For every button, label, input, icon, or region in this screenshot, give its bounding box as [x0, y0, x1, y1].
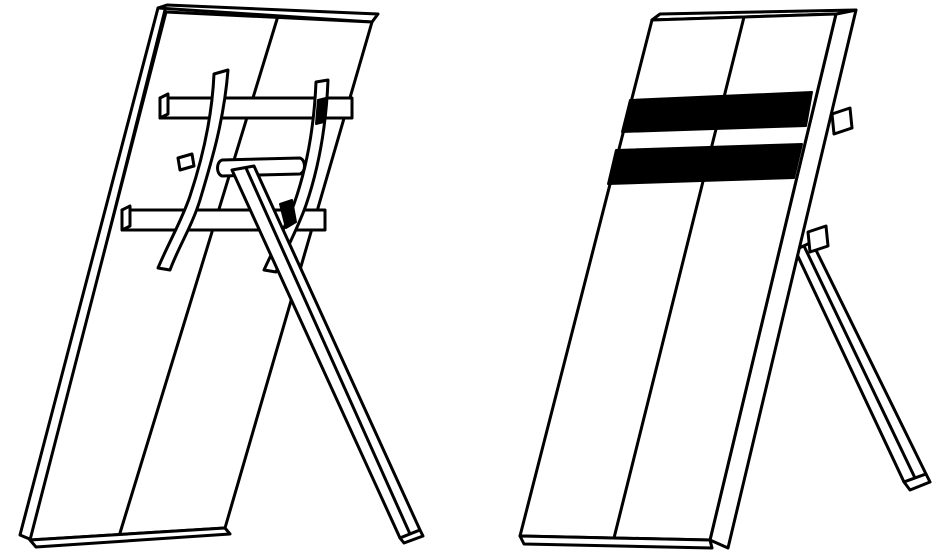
front-support-leg-foot [902, 472, 932, 492]
rear-support-leg-edge [244, 166, 412, 536]
lower-black-stripe [607, 143, 803, 185]
rear-board-bottom-edge [28, 526, 232, 549]
rear-support-leg-foot [398, 528, 425, 545]
right-strap-clasp [315, 97, 327, 125]
front-support-leg-edge [802, 244, 917, 480]
hinge-bolt [279, 199, 297, 229]
front-upper-peg [830, 106, 854, 136]
lower-crossbar-end [120, 204, 132, 232]
rear-view-board [18, 3, 425, 549]
front-view-board [518, 8, 932, 550]
front-lower-peg [806, 224, 830, 254]
upper-crossbar-end [158, 92, 170, 120]
small-peg [176, 152, 196, 172]
upper-black-stripe [621, 91, 813, 133]
left-strap [156, 68, 230, 272]
front-board-bottom-edge [518, 534, 714, 550]
hinge-block [216, 156, 306, 178]
